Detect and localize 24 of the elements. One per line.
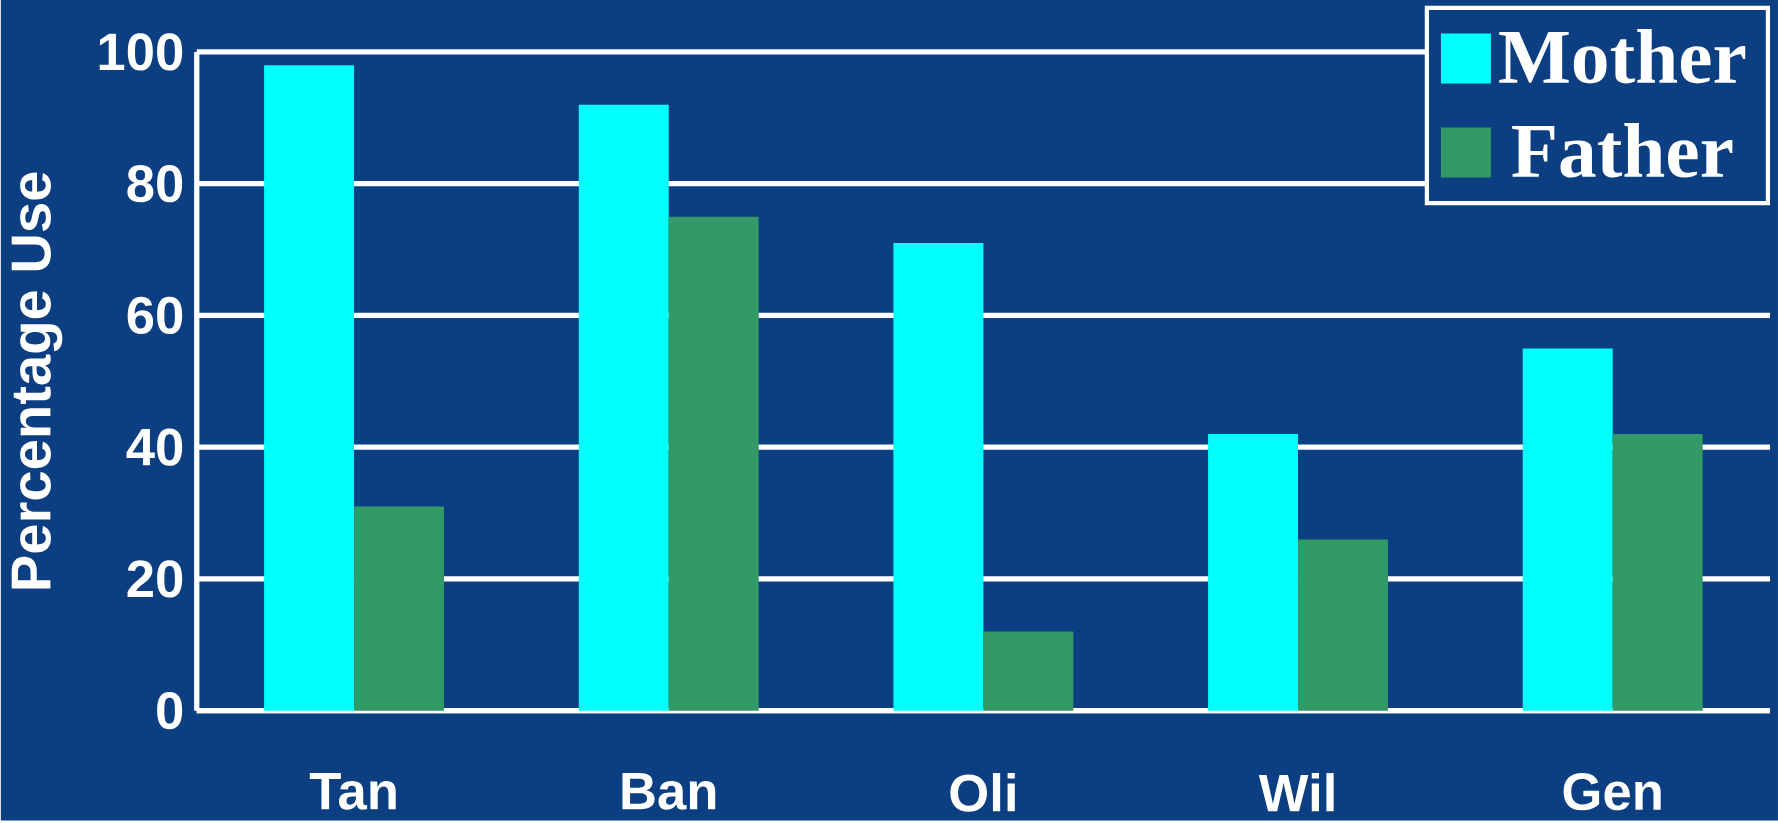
bar	[264, 64, 355, 711]
bar	[1612, 433, 1703, 711]
legend-label: Father	[1512, 122, 1733, 178]
y-axis-title: Percentage Use	[11, 172, 63, 589]
bar	[668, 216, 759, 711]
x-tick-label: Ban	[622, 772, 716, 810]
x-tick-label: Tan	[309, 772, 396, 810]
y-tick-label: 60	[127, 296, 183, 334]
y-tick-label: 0	[157, 691, 183, 730]
y-tick-label: 80	[127, 164, 183, 203]
bar	[1208, 433, 1299, 711]
y-tick-label: 20	[127, 560, 183, 598]
y-tick-label: 100	[99, 33, 183, 71]
bar	[983, 631, 1074, 711]
bar	[1522, 348, 1613, 711]
bar	[354, 506, 445, 711]
legend-label: Mother	[1499, 28, 1746, 84]
x-tick-label: Oli	[950, 772, 1015, 812]
bar	[1298, 539, 1388, 711]
x-tick-label: Gen	[1563, 772, 1661, 811]
x-tick-label: Wil	[1258, 772, 1334, 812]
bar	[578, 104, 669, 711]
y-tick-label: 40	[126, 428, 183, 466]
bar	[893, 242, 984, 711]
